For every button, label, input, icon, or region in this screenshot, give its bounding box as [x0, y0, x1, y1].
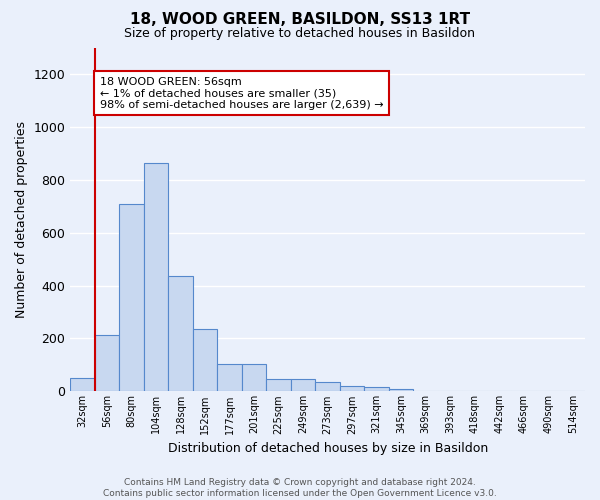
Bar — [364, 388, 389, 392]
Bar — [119, 204, 144, 392]
Bar — [340, 386, 364, 392]
Bar — [95, 334, 119, 392]
Text: 18, WOOD GREEN, BASILDON, SS13 1RT: 18, WOOD GREEN, BASILDON, SS13 1RT — [130, 12, 470, 28]
Bar — [144, 162, 169, 392]
Text: Size of property relative to detached houses in Basildon: Size of property relative to detached ho… — [125, 28, 476, 40]
Bar — [242, 364, 266, 392]
Bar — [193, 329, 217, 392]
Y-axis label: Number of detached properties: Number of detached properties — [15, 121, 28, 318]
Bar — [316, 382, 340, 392]
Bar — [70, 378, 95, 392]
Bar — [291, 380, 316, 392]
X-axis label: Distribution of detached houses by size in Basildon: Distribution of detached houses by size … — [167, 442, 488, 455]
Bar — [266, 378, 291, 392]
Bar — [169, 276, 193, 392]
Text: Contains HM Land Registry data © Crown copyright and database right 2024.
Contai: Contains HM Land Registry data © Crown c… — [103, 478, 497, 498]
Bar — [217, 364, 242, 392]
Bar — [389, 390, 413, 392]
Text: 18 WOOD GREEN: 56sqm
← 1% of detached houses are smaller (35)
98% of semi-detach: 18 WOOD GREEN: 56sqm ← 1% of detached ho… — [100, 76, 383, 110]
